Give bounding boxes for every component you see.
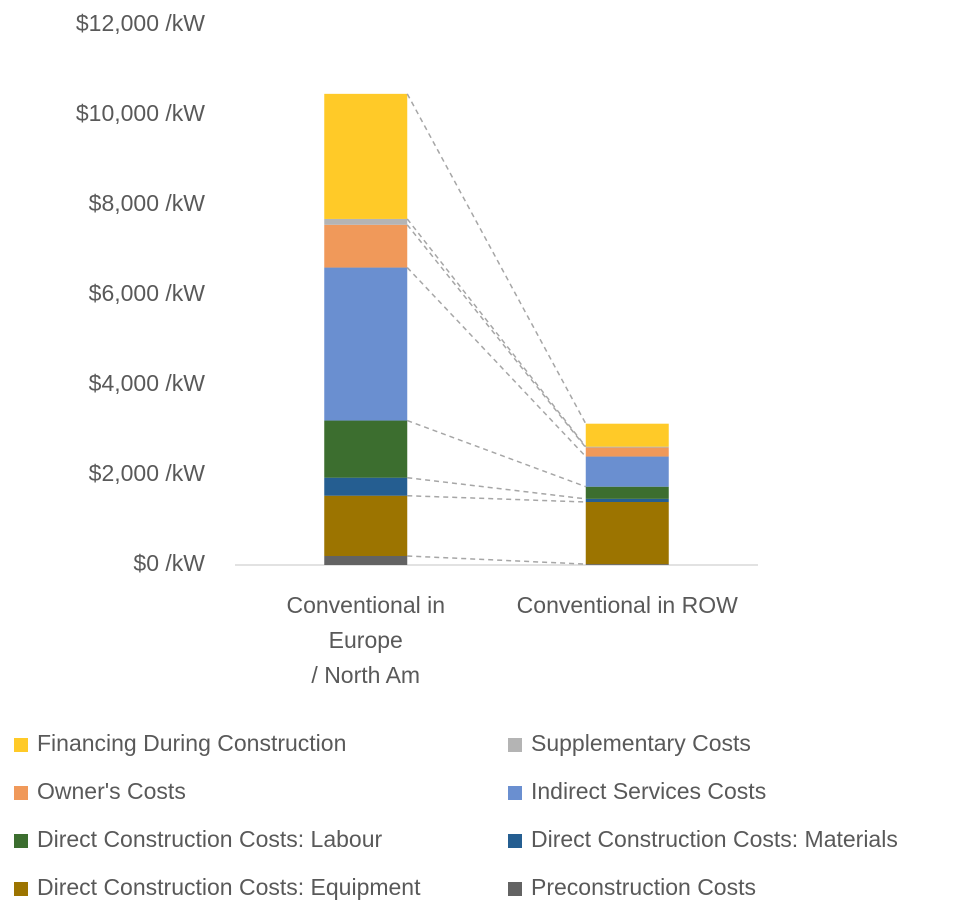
bar-segment — [324, 267, 408, 421]
connector-line — [406, 419, 587, 488]
legend-label: Direct Construction Costs: Materials — [531, 826, 898, 852]
bar-segment — [324, 556, 408, 565]
y-tick-label: $0 /kW — [133, 550, 205, 576]
legend-label: Direct Construction Costs: Equipment — [37, 874, 421, 900]
legend-swatch — [508, 882, 522, 896]
y-tick-label: $4,000 /kW — [89, 370, 206, 396]
bar-segment — [585, 446, 669, 448]
connector-line — [406, 218, 587, 448]
legend-label: Owner's Costs — [37, 778, 186, 804]
legend-label: Preconstruction Costs — [531, 874, 756, 900]
connector-line — [407, 494, 586, 503]
x-tick-label: Conventional in Europe / North Am — [286, 592, 446, 688]
bar-segment — [585, 564, 669, 565]
legend-swatch — [14, 786, 28, 800]
x-tick-label: Conventional in ROW — [516, 592, 738, 618]
legend-swatch — [508, 786, 522, 800]
connector-line — [406, 267, 587, 458]
bar-segment — [585, 447, 669, 457]
y-tick-label: $10,000 /kW — [76, 100, 205, 126]
bar-segment — [324, 218, 408, 225]
legend-swatch — [14, 834, 28, 848]
bar-segment — [585, 423, 669, 447]
bar-segment — [324, 224, 408, 268]
bar-segment — [324, 420, 408, 478]
connector-line — [406, 93, 587, 425]
bar-segment — [585, 456, 669, 487]
bar-segment — [585, 498, 669, 502]
y-tick-label: $8,000 /kW — [89, 190, 206, 216]
legend-label: Direct Construction Costs: Labour — [37, 826, 382, 852]
connector-line — [407, 555, 586, 565]
legend-label: Financing During Construction — [37, 730, 346, 756]
y-tick-label: $6,000 /kW — [89, 280, 206, 306]
bar-segment — [324, 495, 408, 556]
legend-swatch — [508, 834, 522, 848]
connector-line — [407, 476, 586, 500]
legend-label: Indirect Services Costs — [531, 778, 766, 804]
y-tick-label: $12,000 /kW — [76, 10, 205, 36]
legend-swatch — [14, 738, 28, 752]
bar-segment — [585, 486, 669, 499]
y-tick-label: $2,000 /kW — [89, 460, 206, 486]
bar-segment — [324, 477, 408, 496]
connector-line — [406, 224, 587, 449]
bar-segment — [585, 502, 669, 565]
legend-swatch — [14, 882, 28, 896]
legend-label: Supplementary Costs — [531, 730, 751, 756]
legend-swatch — [508, 738, 522, 752]
bar-segment — [324, 93, 408, 219]
